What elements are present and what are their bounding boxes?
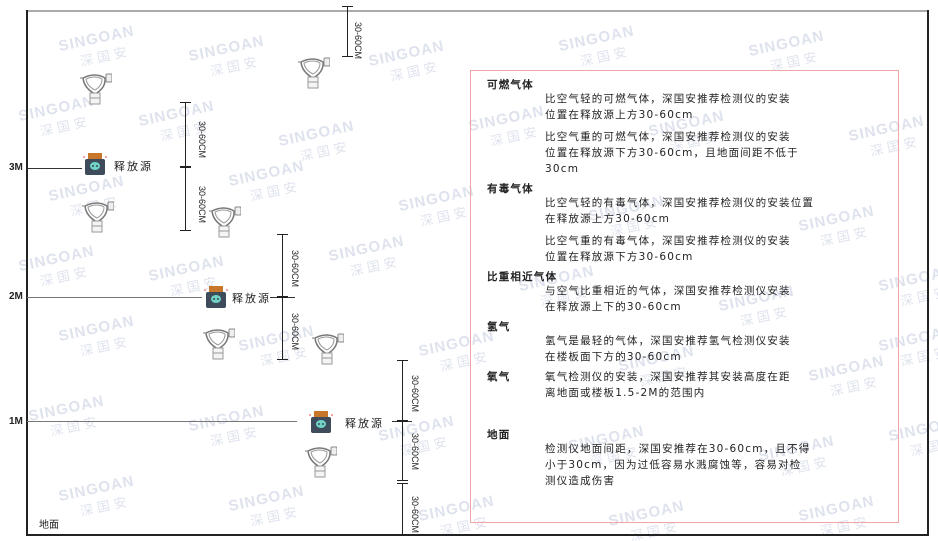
section-text-line: 离地面或楼板1.5-2M的范围内 [545, 387, 706, 399]
wall-right [927, 10, 929, 536]
dimension-label: 30-60CM [197, 186, 207, 224]
section-title: 氢气 [487, 321, 511, 333]
section-text-line: 氧气检测仪的安装，深国安推荐其安装高度在距 [545, 371, 791, 383]
section-text-line: 比空气重的有毒气体，深国安推荐检测仪的安装 [545, 235, 791, 247]
section-title: 地面 [487, 429, 511, 441]
dimension-line [397, 483, 408, 535]
dimension-label: 30-60CM [410, 496, 420, 534]
dimension-line [397, 421, 408, 481]
section-text-line: 比空气轻的有毒气体，深国安推荐检测仪的安装位置 [545, 197, 815, 209]
level-1m-label: 1M [9, 416, 23, 427]
gas-detector-icon [201, 327, 236, 365]
gas-detector-icon [303, 445, 338, 483]
gas-detector-icon [207, 205, 242, 243]
dimension-label: 30-60CM [353, 22, 363, 60]
section-text-line: 比空气重的可燃气体，深国安推荐检测仪的安装 [545, 131, 791, 143]
gas-detector-icon [310, 332, 345, 370]
section-text-line: 位置在释放源上方30-60cm [545, 109, 694, 121]
dimension-line [180, 167, 191, 231]
section-text-line: 30cm [545, 163, 580, 175]
level-2m-line [27, 297, 202, 298]
dimension-line [277, 297, 288, 360]
ground-label: 地面 [39, 520, 59, 531]
section-text-line: 在释放源上方30-60cm [545, 213, 671, 225]
level-3m-label: 3M [9, 162, 23, 173]
gas-detector-icon [296, 56, 331, 94]
dimension-line [342, 6, 353, 57]
section-text-line: 小于30cm，因为过低容易水溅腐蚀等，容易对检 [545, 459, 802, 471]
dimension-label: 30-60CM [197, 121, 207, 159]
section-text-line: 位置在释放源下方30-60cm，且地面间距不低于 [545, 147, 799, 159]
dimension-label: 30-60CM [290, 313, 300, 351]
source-label: 释放源 [345, 417, 384, 430]
section-text-line: 与空气比重相近的气体，深国安推荐检测仪安装 [545, 285, 791, 297]
section-text-line: 在楼板面下方的30-60cm [545, 351, 682, 363]
ceiling-line [27, 10, 928, 12]
gas-detector-icon [78, 72, 113, 110]
dimension-line [397, 360, 408, 421]
section-title: 有毒气体 [487, 183, 534, 195]
level-2m-label: 2M [9, 291, 23, 302]
dimension-label: 30-60CM [290, 250, 300, 288]
source-label: 释放源 [114, 160, 153, 173]
dimension-line [180, 102, 191, 167]
section-title: 可燃气体 [487, 79, 534, 91]
gas-source-icon [308, 409, 334, 439]
section-title: 氧气 [487, 371, 511, 383]
section-text-line: 氢气是最轻的气体，深国安推荐氢气检测仪安装 [545, 335, 791, 347]
wall-left [26, 10, 28, 536]
section-title: 比重相近气体 [487, 271, 558, 283]
ground-line [26, 534, 929, 536]
dimension-label: 30-60CM [410, 375, 420, 413]
gas-source-icon [203, 284, 229, 314]
gas-source-icon [82, 151, 108, 181]
section-text-line: 检测仪地面间距，深国安推荐在30-60cm，且不得 [545, 443, 811, 455]
dimension-line [277, 234, 288, 297]
level-1m-line [27, 421, 297, 422]
info-panel [470, 70, 899, 523]
section-text-line: 位置在释放源下方30-60cm [545, 251, 694, 263]
gas-detector-icon [80, 200, 115, 238]
source-label: 释放源 [232, 292, 271, 305]
dimension-label: 30-60CM [410, 433, 420, 471]
level-3m-line [27, 168, 82, 169]
section-text-line: 在释放源上下的30-60cm [545, 301, 682, 313]
section-text-line: 测仪造成伤害 [545, 475, 616, 487]
section-text-line: 比空气轻的可燃气体，深国安推荐检测仪的安装 [545, 93, 791, 105]
